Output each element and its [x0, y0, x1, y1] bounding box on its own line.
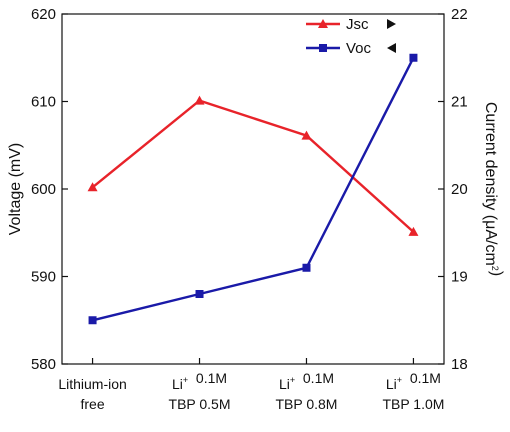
legend-marker-jsc [318, 19, 328, 28]
legend-marker-voc [319, 44, 327, 52]
data-point-voc [302, 263, 311, 272]
legend: Jsc Voc [306, 16, 396, 57]
right-tick-label: 18 [451, 356, 468, 373]
left-tick-label: 610 [31, 94, 56, 111]
series-layer [87, 53, 419, 325]
x-category-label: free [80, 396, 104, 412]
data-point-jsc [194, 95, 205, 105]
x-category-label: Li+ 0.1M [172, 370, 227, 392]
arrow-right-icon [387, 19, 396, 29]
right-tick-label: 22 [451, 6, 468, 23]
data-point-voc [88, 316, 97, 325]
right-axis-title: Current density (μA/cm2) [482, 102, 505, 276]
legend-label-jsc: Jsc [346, 16, 369, 33]
left-tick-label: 620 [31, 6, 56, 23]
x-category-label: TBP 0.5M [169, 396, 231, 412]
x-category-label: TBP 0.8M [275, 396, 337, 412]
x-category-label: Li+ 0.1M [279, 370, 334, 392]
left-tick-label: 600 [31, 181, 56, 198]
legend-label-voc: Voc [346, 40, 372, 57]
right-axis-ticks: 18 19 20 21 22 [438, 6, 468, 373]
arrow-left-icon [387, 43, 396, 53]
data-point-voc [409, 53, 418, 62]
right-tick-label: 20 [451, 181, 468, 198]
data-point-jsc [87, 182, 98, 192]
data-point-jsc [408, 226, 419, 236]
series-line-jsc [91, 99, 415, 233]
left-axis-ticks: 580 590 600 610 620 [31, 6, 68, 373]
left-axis-title: Voltage (mV) [7, 143, 24, 235]
data-point-voc [195, 290, 204, 298]
plot-frame [61, 13, 445, 365]
data-point-jsc [301, 130, 312, 140]
left-tick-label: 590 [31, 269, 56, 286]
right-tick-label: 21 [451, 94, 468, 111]
x-category-label: Lithium-ion [58, 376, 126, 392]
x-axis-ticks [91, 358, 415, 364]
series-line-voc [92, 57, 415, 322]
right-tick-label: 19 [451, 269, 468, 286]
x-category-label: Li+ 0.1M [386, 370, 441, 392]
x-axis-labels: Lithium-ion free Li+ 0.1M TBP 0.5M Li+ 0.1M T… [58, 370, 444, 412]
left-tick-label: 580 [31, 356, 56, 373]
x-category-label: TBP 1.0M [382, 396, 444, 412]
